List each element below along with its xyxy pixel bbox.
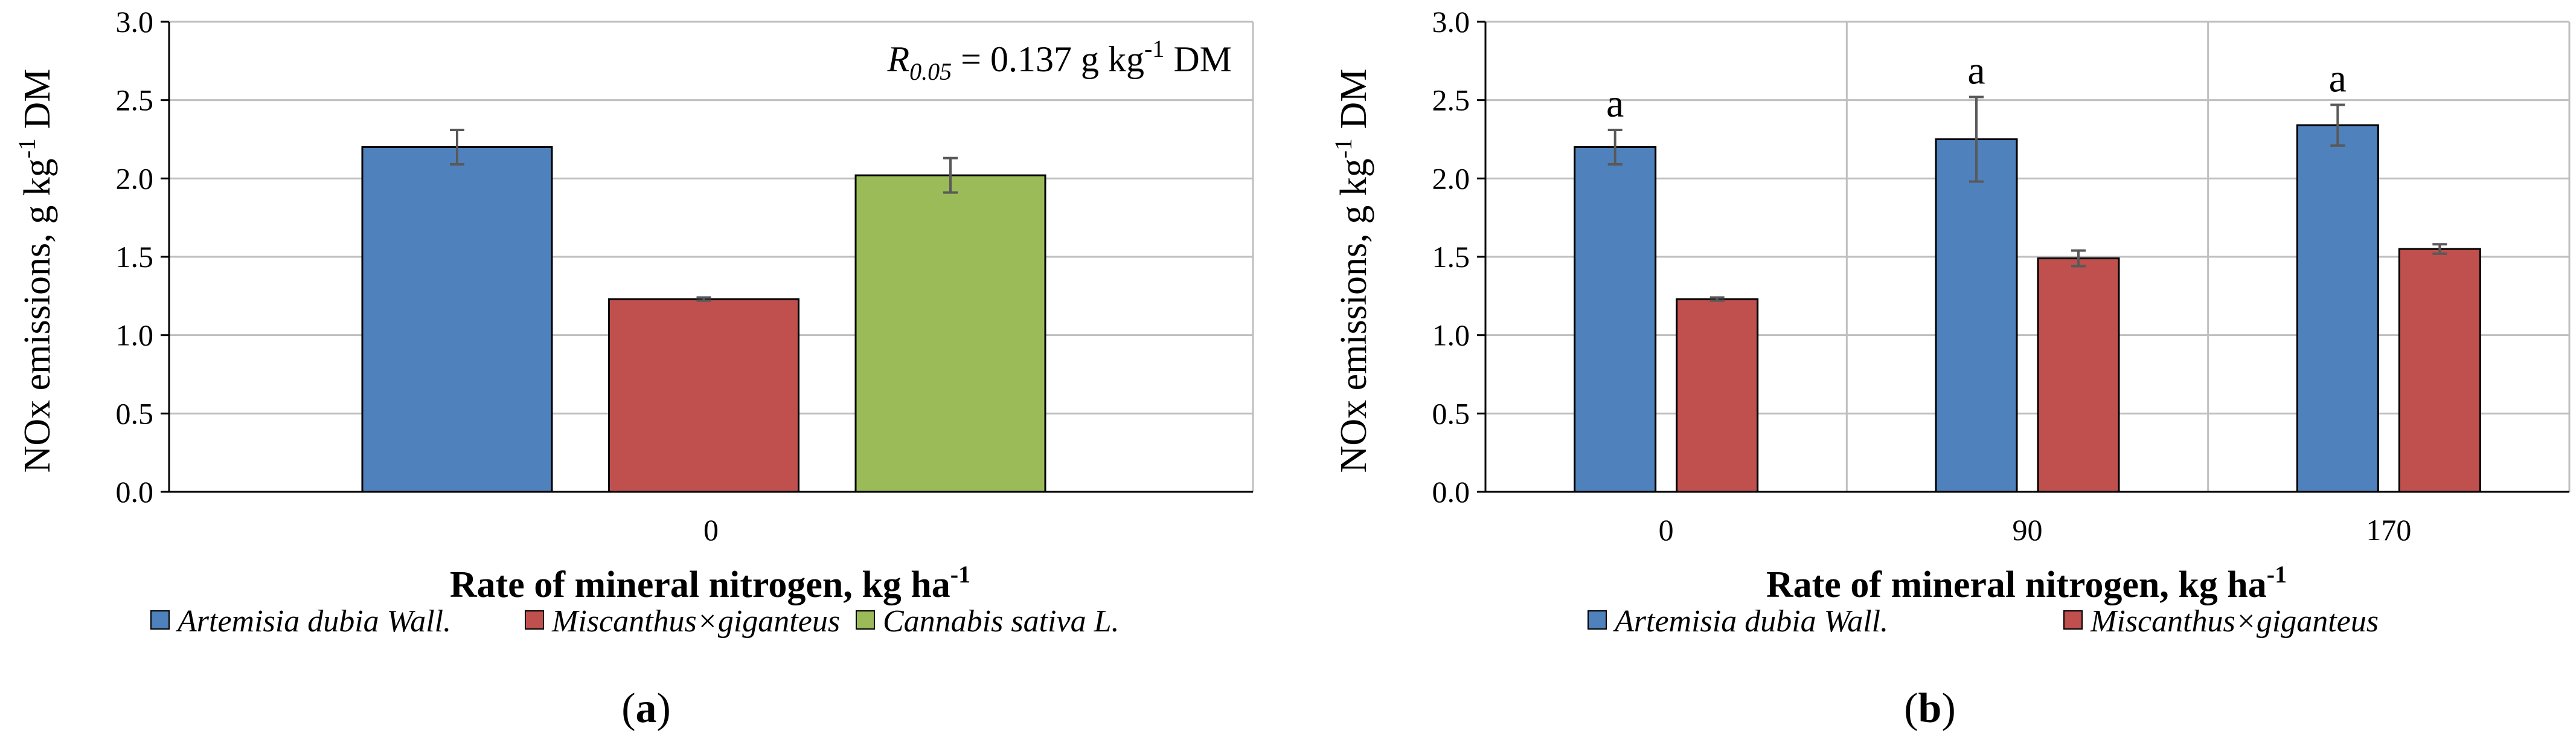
bar-miscanthusgiganteus-0 [608,298,799,493]
bar-miscanthusgiganteus-0 [1676,298,1759,493]
bar-artemisia-90 [1935,138,2018,493]
panel-a-label: (a) [621,685,671,732]
panel-b-x-axis-label: Rate of mineral nitrogen, kg ha-1 [1766,561,2287,605]
x-tick-label: 0 [703,513,719,547]
bar-miscanthusgiganteus-170 [2398,248,2481,493]
y-tick-label: 3.0 [116,5,154,39]
panel-a-x-ticks: 0 [703,513,719,547]
y-tick-label: 1.5 [1432,240,1470,274]
panel-a-y-axis-label: NOx emissions, g kg-1 DM [13,69,58,473]
panel-b-label: (b) [1904,685,1956,732]
bar-miscanthusgiganteus-90 [2037,257,2120,493]
panel-a-y-ticks: 0.0 0.5 1.0 1.5 2.0 2.5 3.0 [116,5,170,509]
significance-letter: a [1967,48,1985,92]
x-tick-label: 90 [2013,513,2043,547]
y-tick-label: 1.0 [1432,318,1470,352]
y-tick-label: 3.0 [1432,5,1470,39]
y-tick-label: 2.0 [116,161,154,195]
y-tick-label: 0.5 [1432,396,1470,430]
significance-letter: a [2329,56,2347,100]
y-tick-label: 2.0 [1432,161,1470,195]
bar-artemisia-0 [1574,146,1657,493]
legend-swatch [856,610,875,630]
legend-swatch [525,610,544,630]
bar-cannabis-0 [854,174,1046,493]
y-tick-label: 2.5 [1432,83,1470,117]
y-tick-label: 1.0 [116,318,154,352]
y-tick-label: 1.5 [116,240,154,274]
panel-b: 0.0 0.5 1.0 1.5 2.0 2.5 3.0 a a a 0 90 170 NOx emi… [1330,5,2571,732]
panel-a: 0.0 0.5 1.0 1.5 2.0 2.5 3.0 0 R0.05 = 0.137 g … [13,5,1254,732]
legend-entry: Miscanthus×giganteus [2090,604,2379,639]
legend-swatch [150,610,170,630]
x-tick-label: 170 [2366,513,2411,547]
y-tick-label: 0.0 [1432,475,1470,509]
x-tick-label: 0 [1659,513,1674,547]
legend-swatch [2063,610,2083,630]
legend-entry: Cannabis sativa L. [883,604,1120,639]
bar-artemisia-0 [361,146,553,493]
panel-b-grid [1485,21,2571,492]
y-tick-label: 2.5 [116,83,154,117]
panel-b-y-ticks: 0.0 0.5 1.0 1.5 2.0 2.5 3.0 [1432,5,1487,509]
significance-letter: a [1606,82,1624,126]
legend-entry: Miscanthus×giganteus [551,604,840,639]
bar-artemisia-170 [2296,124,2379,493]
y-tick-label: 0.5 [116,396,154,430]
panel-a-x-axis-label: Rate of mineral nitrogen, kg ha-1 [450,561,970,605]
legend-swatch [1588,610,1607,630]
panel-a-legend: Artemisia dubia Wall. Miscanthus×giganteu… [150,604,1120,639]
y-tick-label: 0.0 [116,475,154,509]
legend-entry: Artemisia dubia Wall. [1613,604,1888,639]
panel-b-y-axis-label: NOx emissions, g kg-1 DM [1330,69,1374,473]
legend-entry: Artemisia dubia Wall. [176,604,451,639]
panel-b-legend: Artemisia dubia Wall. Miscanthus×giganteu… [1588,604,2379,639]
panel-b-x-ticks: 0 90 170 [1659,513,2412,547]
panel-a-annotation: R0.05 = 0.137 g kg-1 DM [886,35,1232,85]
panel-a-grid [169,21,1254,492]
panel-b-bars: aa a [1574,48,2481,493]
panel-a-bars [361,128,1046,493]
